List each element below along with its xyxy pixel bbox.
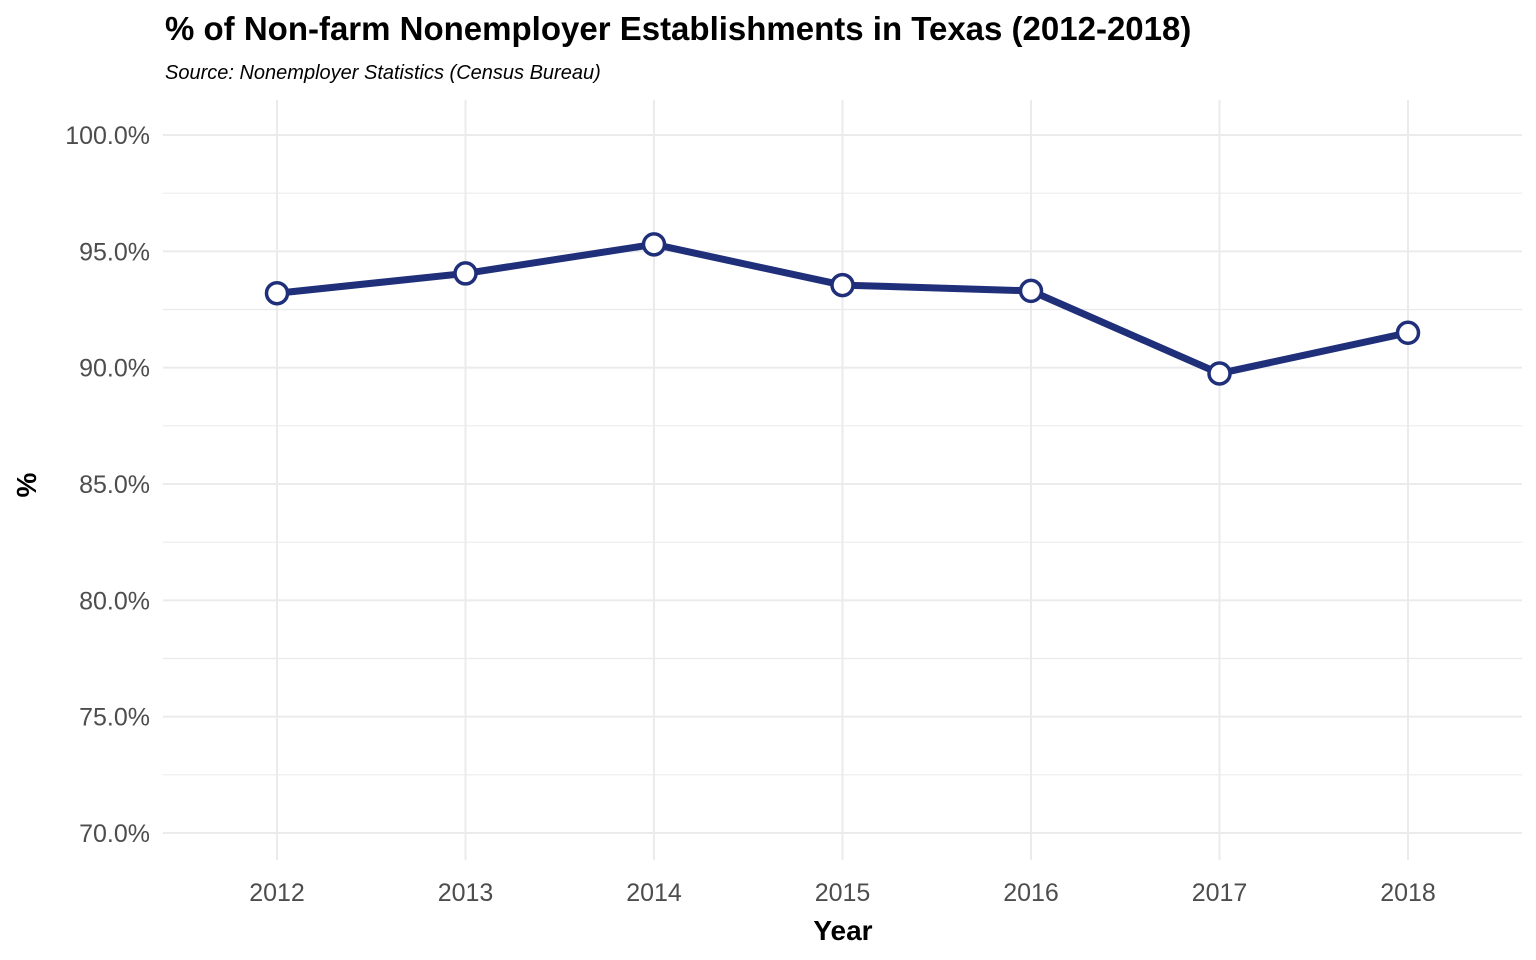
y-tick-label: 90.0%	[79, 355, 150, 383]
y-tick-labels: 70.0% 75.0% 80.0% 85.0% 90.0% 95.0% 100.0%	[65, 122, 150, 848]
data-point	[1395, 320, 1421, 346]
x-tick-label: 2012	[249, 879, 305, 907]
y-tick-label: 80.0%	[79, 587, 150, 615]
x-tick-labels: 2012 2013 2014 2015 2016 2017 2018	[249, 879, 1436, 907]
data-point	[641, 232, 667, 257]
x-tick-label: 2015	[815, 879, 871, 907]
y-tick-label: 70.0%	[79, 820, 150, 848]
data-point	[264, 280, 290, 306]
x-tick-label: 2016	[1003, 879, 1059, 907]
chart-title: % of Non-farm Nonemployer Establishments…	[165, 10, 1192, 47]
x-tick-label: 2014	[626, 879, 682, 907]
data-point	[1207, 361, 1232, 386]
data-points	[264, 232, 1421, 386]
y-axis-title: %	[11, 472, 42, 497]
y-tick-label: 100.0%	[65, 122, 150, 150]
x-tick-label: 2018	[1380, 879, 1436, 907]
data-point	[453, 261, 478, 286]
x-axis-title: Year	[813, 915, 872, 946]
x-tick-label: 2013	[438, 879, 494, 907]
x-tick-label: 2017	[1192, 879, 1248, 907]
chart-subtitle: Source: Nonemployer Statistics (Census B…	[165, 62, 601, 84]
data-point	[830, 272, 855, 298]
gridlines	[163, 100, 1522, 860]
y-tick-label: 95.0%	[79, 238, 150, 266]
y-tick-label: 85.0%	[79, 471, 150, 499]
data-point	[1018, 278, 1044, 304]
y-tick-label: 75.0%	[79, 704, 150, 732]
